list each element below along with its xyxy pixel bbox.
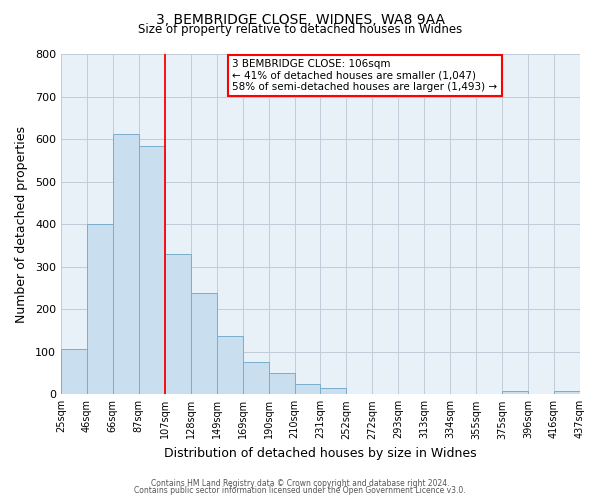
- Bar: [113, 134, 139, 394]
- Text: 3 BEMBRIDGE CLOSE: 106sqm
← 41% of detached houses are smaller (1,047)
58% of se: 3 BEMBRIDGE CLOSE: 106sqm ← 41% of detac…: [232, 59, 497, 92]
- X-axis label: Distribution of detached houses by size in Widnes: Distribution of detached houses by size …: [164, 447, 477, 460]
- Text: Contains HM Land Registry data © Crown copyright and database right 2024.: Contains HM Land Registry data © Crown c…: [151, 478, 449, 488]
- Bar: [217, 336, 242, 394]
- Text: Size of property relative to detached houses in Widnes: Size of property relative to detached ho…: [138, 22, 462, 36]
- Bar: [61, 349, 87, 395]
- Bar: [191, 294, 217, 394]
- Text: 3, BEMBRIDGE CLOSE, WIDNES, WA8 9AA: 3, BEMBRIDGE CLOSE, WIDNES, WA8 9AA: [155, 12, 445, 26]
- Bar: [502, 392, 528, 394]
- Y-axis label: Number of detached properties: Number of detached properties: [15, 126, 28, 322]
- Bar: [320, 388, 346, 394]
- Bar: [165, 254, 191, 394]
- Bar: [269, 373, 295, 394]
- Bar: [295, 384, 320, 394]
- Bar: [139, 146, 165, 394]
- Bar: [87, 224, 113, 394]
- Text: Contains public sector information licensed under the Open Government Licence v3: Contains public sector information licen…: [134, 486, 466, 495]
- Bar: [242, 362, 269, 394]
- Bar: [554, 391, 580, 394]
